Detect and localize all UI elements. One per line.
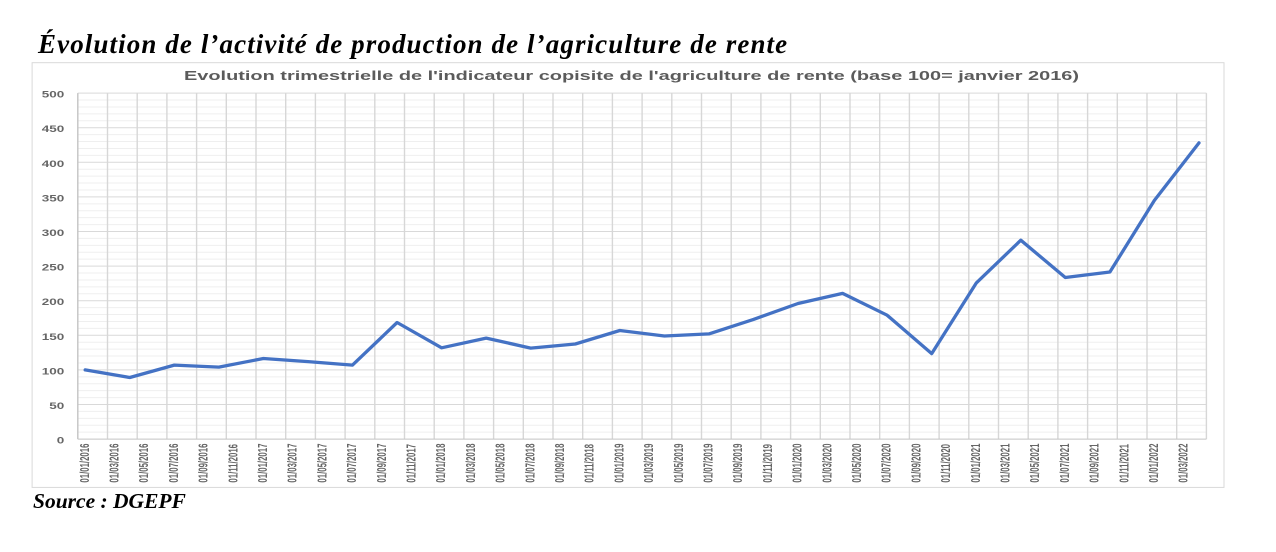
svg-text:01/07/2020: 01/07/2020 [880, 443, 894, 482]
svg-text:0: 0 [57, 437, 65, 446]
svg-text:01/09/2020: 01/09/2020 [910, 443, 924, 482]
svg-text:350: 350 [42, 194, 65, 203]
svg-text:01/05/2021: 01/05/2021 [1028, 443, 1042, 482]
svg-text:01/05/2020: 01/05/2020 [850, 443, 864, 482]
svg-text:200: 200 [42, 298, 65, 307]
svg-text:01/07/2021: 01/07/2021 [1058, 443, 1072, 482]
svg-text:01/03/2019: 01/03/2019 [642, 443, 656, 482]
svg-text:01/03/2020: 01/03/2020 [820, 443, 834, 482]
svg-text:01/01/2021: 01/01/2021 [969, 443, 983, 482]
svg-text:01/05/2019: 01/05/2019 [672, 443, 686, 482]
svg-text:01/01/2020: 01/01/2020 [791, 443, 805, 482]
svg-text:01/01/2022: 01/01/2022 [1147, 443, 1161, 482]
svg-text:01/09/2021: 01/09/2021 [1088, 443, 1102, 482]
svg-text:100: 100 [42, 367, 65, 376]
svg-text:01/11/2016: 01/11/2016 [226, 444, 240, 483]
svg-text:01/05/2018: 01/05/2018 [494, 443, 508, 482]
svg-text:01/09/2016: 01/09/2016 [197, 443, 211, 482]
svg-text:Evolution trimestrielle de l'i: Evolution trimestrielle de l'indicateur … [184, 68, 1079, 83]
svg-text:01/03/2017: 01/03/2017 [286, 443, 300, 482]
svg-text:400: 400 [42, 160, 65, 169]
svg-text:01/01/2018: 01/01/2018 [434, 443, 448, 482]
svg-text:01/07/2018: 01/07/2018 [524, 443, 538, 482]
svg-text:250: 250 [42, 264, 65, 273]
svg-text:01/11/2019: 01/11/2019 [761, 444, 775, 483]
svg-text:300: 300 [42, 229, 65, 238]
svg-text:01/09/2019: 01/09/2019 [731, 443, 745, 482]
svg-text:01/03/2021: 01/03/2021 [999, 443, 1013, 482]
svg-text:01/09/2017: 01/09/2017 [375, 443, 389, 482]
svg-text:01/05/2017: 01/05/2017 [316, 443, 330, 482]
svg-text:50: 50 [49, 402, 64, 411]
svg-text:01/07/2019: 01/07/2019 [702, 443, 716, 482]
svg-text:01/01/2019: 01/01/2019 [613, 443, 627, 482]
svg-text:01/01/2017: 01/01/2017 [256, 443, 270, 482]
svg-text:150: 150 [42, 333, 65, 342]
svg-text:01/11/2021: 01/11/2021 [1117, 444, 1131, 483]
svg-text:01/07/2017: 01/07/2017 [345, 443, 359, 482]
svg-text:01/09/2018: 01/09/2018 [553, 443, 567, 482]
svg-text:01/03/2016: 01/03/2016 [108, 443, 122, 482]
svg-text:01/03/2018: 01/03/2018 [464, 443, 478, 482]
svg-text:01/11/2017: 01/11/2017 [405, 444, 419, 483]
svg-text:450: 450 [42, 125, 65, 134]
svg-text:01/07/2016: 01/07/2016 [167, 443, 181, 482]
svg-text:01/01/2016: 01/01/2016 [78, 443, 92, 482]
svg-text:01/03/2022: 01/03/2022 [1177, 443, 1191, 482]
svg-text:500: 500 [42, 91, 65, 100]
svg-text:01/11/2018: 01/11/2018 [583, 444, 597, 483]
svg-text:01/05/2016: 01/05/2016 [137, 443, 151, 482]
svg-text:01/11/2020: 01/11/2020 [939, 444, 953, 483]
